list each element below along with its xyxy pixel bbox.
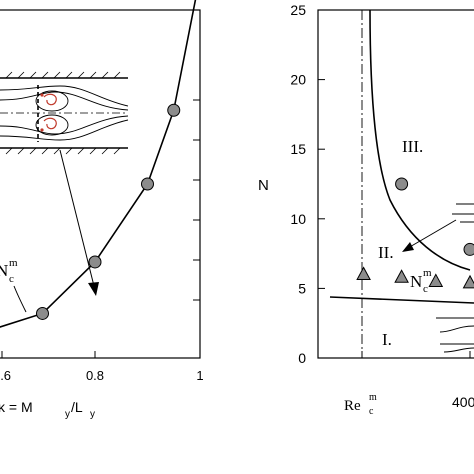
right-nc-sup: m	[423, 267, 432, 279]
left-data-point	[167, 103, 181, 117]
right-y-tick-label: 15	[290, 141, 306, 157]
left-xlabel-main: κ = M	[0, 399, 33, 415]
region-label-i: I.	[382, 330, 392, 349]
left-series-line	[0, 0, 197, 328]
right-xtick-400: 400	[452, 394, 474, 410]
right-plot-frame	[317, 9, 474, 359]
left-xlabel-sub2: y	[90, 409, 95, 420]
region-label-ii: II.	[378, 243, 394, 262]
left-nc-label: N m c	[0, 257, 27, 313]
right-flow-schematic-upper	[452, 203, 474, 223]
left-x-axis-label: κ = M y /L y	[0, 399, 95, 420]
right-panel: 0 5 10 15 20 25 N Re m c 400 III. II. I. N m …	[258, 2, 474, 417]
upper-curve	[369, 9, 471, 271]
right-y-tick-label: 10	[290, 211, 306, 227]
right-y-tick-label: 25	[290, 2, 306, 18]
right-y-axis-label: N	[258, 177, 269, 194]
left-inset-schematic	[0, 71, 129, 155]
upper-series-points	[395, 177, 474, 256]
left-x-tick-label: 0.8	[86, 368, 104, 383]
left-pointer-arrow	[59, 149, 99, 296]
lower-data-point	[394, 269, 409, 283]
left-data-point	[141, 177, 154, 191]
upper-data-point	[395, 177, 409, 191]
left-xlabel-mid: /L	[71, 399, 83, 415]
left-x-ticks: 0.6 0.8 1	[0, 99, 204, 383]
right-nc-main: N	[410, 272, 422, 291]
right-y-tick-label: 20	[290, 72, 306, 88]
right-y-ticks: 0 5 10 15 20 25	[290, 2, 325, 366]
right-y-tick-label: 5	[298, 280, 306, 296]
right-x-ticks: Re m c 400	[344, 351, 474, 417]
lower-line	[329, 296, 474, 304]
right-nc-label: N m c	[410, 267, 432, 295]
right-y-tick-label: 0	[298, 350, 306, 366]
left-panel: 0.6 0.8 1	[0, 0, 204, 420]
left-xlabel-sub1: y	[65, 409, 70, 420]
right-pointer-arrow	[402, 219, 457, 252]
lower-data-point	[462, 274, 474, 289]
right-xtick-re: Re	[344, 398, 361, 414]
left-nc-main: N	[0, 261, 8, 280]
left-data-point	[36, 306, 49, 320]
left-series-path	[0, 0, 197, 328]
lower-data-point	[356, 266, 371, 280]
right-xtick-re-sub: c	[369, 406, 374, 417]
left-data-point	[88, 255, 102, 269]
right-nc-sub: c	[423, 283, 428, 295]
right-xtick-re-sup: m	[369, 392, 377, 403]
left-series-points	[36, 103, 181, 320]
left-plot-frame	[0, 9, 201, 359]
region-label-iii: III.	[402, 137, 423, 156]
upper-data-point	[463, 242, 474, 256]
left-x-tick-label: 0.6	[0, 368, 11, 383]
lower-series-points	[356, 266, 474, 289]
left-x-tick-label: 1	[196, 368, 203, 383]
left-nc-sub: c	[9, 273, 14, 285]
right-flow-schematic-lower	[436, 317, 474, 353]
left-nc-sup: m	[9, 257, 18, 269]
lower-data-point	[428, 273, 444, 287]
